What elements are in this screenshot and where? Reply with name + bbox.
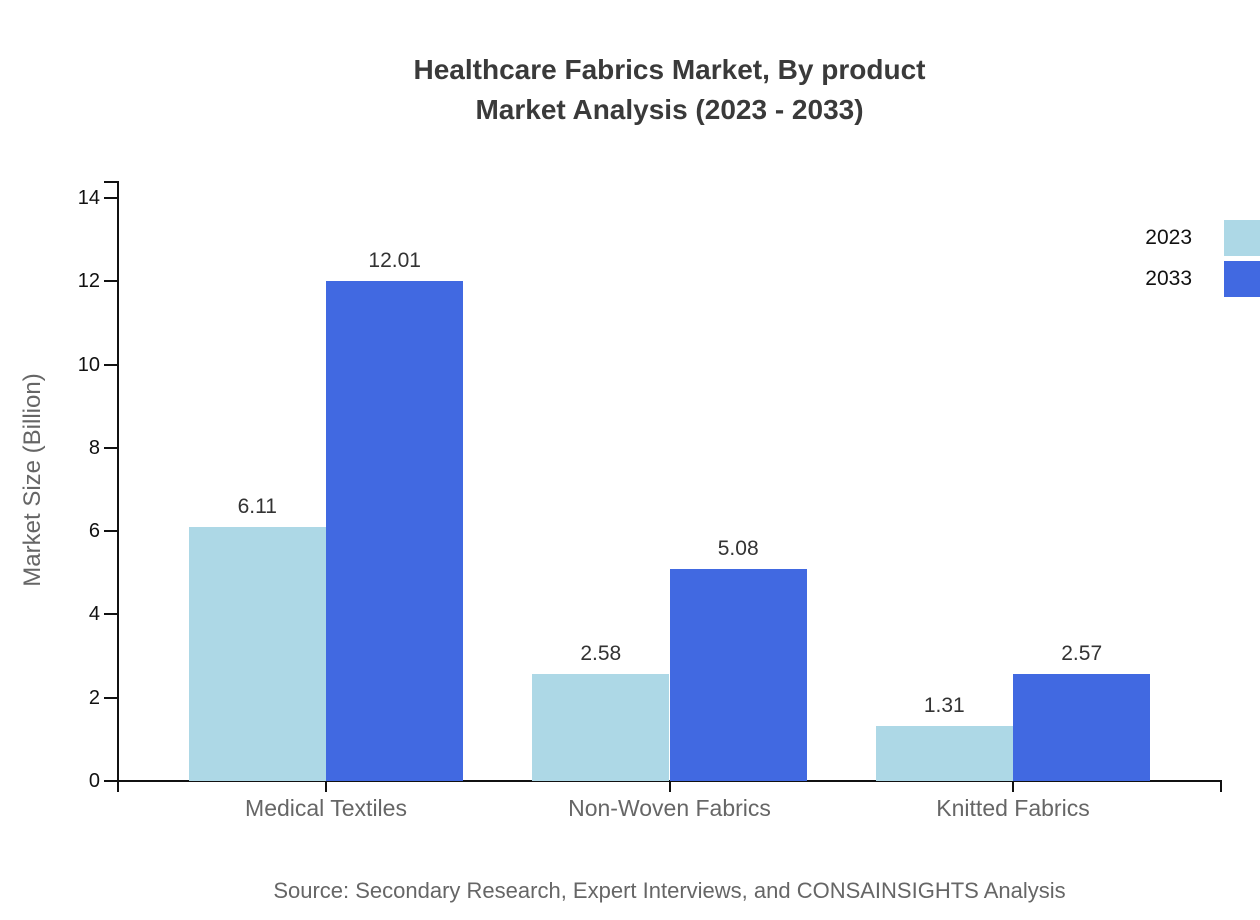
y-axis-tick-8 — [104, 446, 118, 449]
legend-entry-2023: 2023 — [1145, 220, 1260, 256]
y-axis-tick-label-0: 0 — [88, 770, 100, 792]
y-axis-tick-label-8: 8 — [88, 436, 100, 459]
category-label-non-woven-fabrics: Non-Woven Fabrics — [568, 795, 771, 821]
value-label-2023-knitted-fabrics: 1.31 — [923, 694, 965, 718]
bar-2023-non-woven-fabrics — [532, 673, 670, 781]
x-axis-tick-medical-textiles — [325, 781, 327, 792]
bar-2033-medical-textiles — [326, 280, 464, 781]
y-axis-tick-0 — [104, 780, 118, 782]
chart-title-line2: Market Analysis (2023 - 2033) — [475, 94, 864, 125]
x-axis-tick-knitted-fabrics — [1012, 781, 1014, 792]
y-axis-tick-label-2: 2 — [88, 686, 100, 709]
y-axis-tick-label-6: 6 — [88, 520, 100, 543]
value-label-2033-non-woven-fabrics: 5.08 — [717, 537, 759, 561]
y-axis-tick-10 — [104, 363, 118, 366]
bar-2033-knitted-fabrics — [1013, 673, 1151, 781]
legend-label-2023: 2023 — [1145, 226, 1192, 249]
value-label-2033-medical-textiles: 12.01 — [368, 248, 421, 272]
y-axis-tick-2 — [104, 696, 118, 699]
value-label-2023-non-woven-fabrics: 2.58 — [580, 641, 622, 665]
y-axis-tick-label-10: 10 — [77, 353, 100, 376]
source-note: Source: Secondary Research, Expert Inter… — [273, 878, 1066, 903]
chart-title-line1: Healthcare Fabrics Market, By product — [413, 54, 926, 85]
category-label-knitted-fabrics: Knitted Fabrics — [936, 795, 1090, 821]
y-axis-tick-label-12: 12 — [77, 270, 100, 293]
chart-title: Healthcare Fabrics Market, By product Ma… — [118, 50, 1221, 130]
y-axis-tick-14 — [104, 197, 118, 199]
y-axis-tick-12 — [104, 280, 118, 283]
value-label-2033-knitted-fabrics: 2.57 — [1061, 641, 1103, 665]
x-axis-start-tick — [117, 781, 119, 792]
y-axis-tick-6 — [104, 530, 118, 533]
legend-swatch-2023 — [1224, 220, 1260, 256]
y-axis-tick-label-4: 4 — [88, 603, 100, 626]
x-axis-tick-non-woven-fabrics — [668, 781, 671, 792]
y-axis-spine — [117, 181, 119, 781]
bar-2033-non-woven-fabrics — [669, 569, 807, 781]
bar-2023-medical-textiles — [188, 526, 326, 781]
legend-swatch-2033 — [1224, 261, 1260, 297]
y-axis-label: Market Size (Billion) — [19, 373, 46, 587]
legend-label-2033: 2033 — [1145, 267, 1192, 290]
y-axis-end-cap — [104, 181, 118, 183]
legend: 2023 2033 — [1145, 220, 1260, 302]
y-axis-tick-4 — [104, 613, 118, 616]
x-axis-end-cap — [1220, 781, 1222, 792]
category-label-medical-textiles: Medical Textiles — [245, 795, 407, 821]
bar-2023-knitted-fabrics — [875, 726, 1013, 781]
value-label-2023-medical-textiles: 6.11 — [237, 494, 277, 518]
legend-entry-2033: 2033 — [1145, 261, 1260, 297]
y-axis-tick-label-14: 14 — [77, 187, 100, 209]
